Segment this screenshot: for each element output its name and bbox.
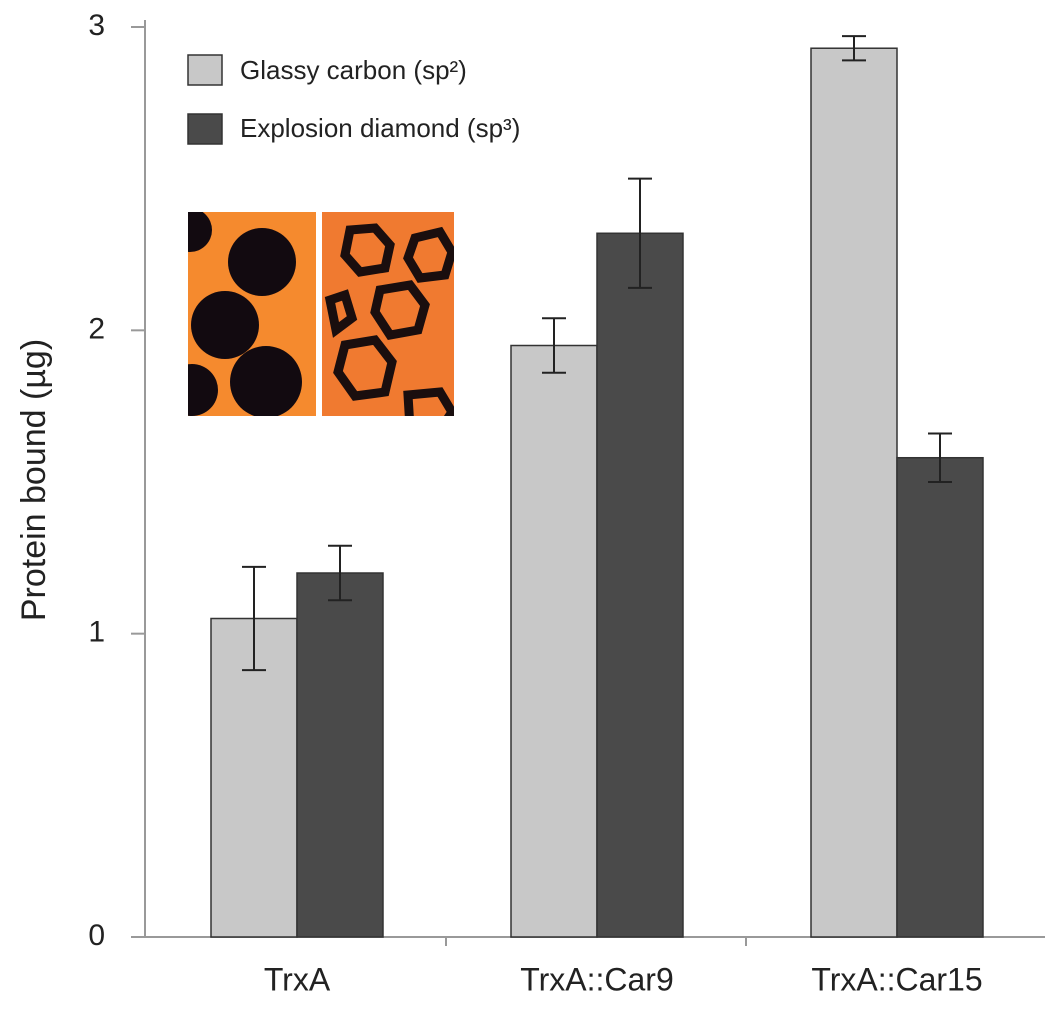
bar <box>896 456 984 938</box>
bar <box>510 344 598 938</box>
error-bar <box>542 317 566 374</box>
x-tick-label: TrxA <box>264 961 331 997</box>
y-axis-label: Protein bound (µg) <box>15 339 53 621</box>
legend-label: Explosion diamond (sp³) <box>240 113 520 143</box>
x-tick-label: TrxA::Car15 <box>811 961 982 997</box>
y-tick-label: 0 <box>88 919 105 952</box>
bar <box>596 232 684 938</box>
y-tick-label: 2 <box>88 312 105 345</box>
error-bar <box>242 565 266 672</box>
error-bar <box>628 177 652 289</box>
y-tick-label: 3 <box>88 9 105 42</box>
error-bar <box>328 544 352 602</box>
bar <box>296 572 384 938</box>
error-bar <box>928 432 952 483</box>
error-bar <box>842 35 866 62</box>
y-tick-label: 1 <box>88 616 105 649</box>
inset-image <box>188 212 454 416</box>
legend-swatch <box>187 113 223 145</box>
x-tick-label: TrxA::Car9 <box>520 961 674 997</box>
legend-label: Glassy carbon (sp²) <box>240 55 467 85</box>
bar <box>810 47 898 938</box>
legend-swatch <box>187 54 223 86</box>
